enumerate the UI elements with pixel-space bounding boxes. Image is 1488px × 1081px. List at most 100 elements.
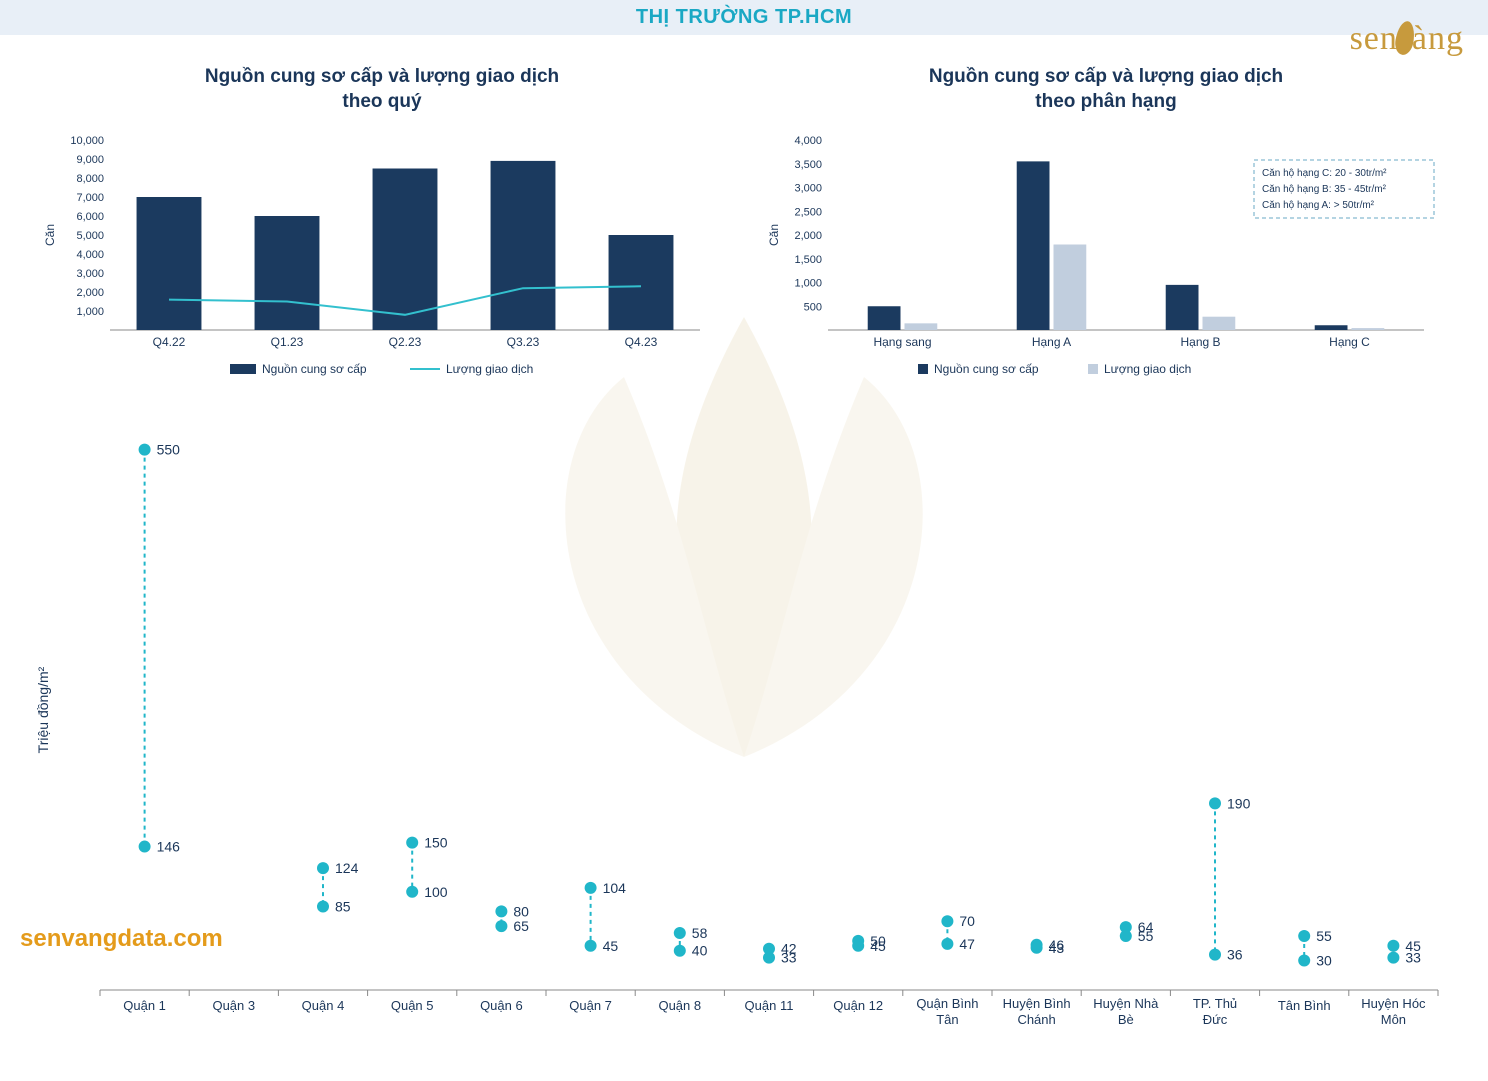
dot-high	[1298, 930, 1310, 942]
bar-primary	[1017, 162, 1050, 331]
value-high: 55	[1316, 928, 1332, 944]
page-header: THỊ TRƯỜNG TP.HCM	[0, 0, 1488, 35]
bar-primary	[868, 307, 901, 331]
svg-text:3,500: 3,500	[794, 159, 822, 171]
svg-text:2,000: 2,000	[76, 287, 104, 299]
svg-text:Quận 5: Quận 5	[391, 998, 434, 1013]
svg-text:Bè: Bè	[1118, 1012, 1134, 1027]
bar	[137, 197, 202, 330]
value-low: 146	[157, 839, 181, 855]
dot-high	[317, 863, 329, 875]
svg-text:Q4.22: Q4.22	[153, 335, 186, 349]
svg-text:Đức: Đức	[1203, 1012, 1228, 1027]
svg-text:10,000: 10,000	[70, 135, 104, 147]
bar	[609, 235, 674, 330]
value-high: 124	[335, 861, 359, 877]
svg-text:4,000: 4,000	[76, 249, 104, 261]
value-high: 70	[959, 914, 975, 930]
value-high: 58	[692, 925, 708, 941]
bar	[255, 216, 320, 330]
value-high: 550	[157, 442, 181, 458]
svg-text:Hạng B: Hạng B	[1180, 335, 1220, 349]
svg-text:Căn hộ hạng A: > 50tr/m²: Căn hộ hạng A: > 50tr/m²	[1262, 200, 1375, 211]
chart1-title: Nguồn cung sơ cấp và lượng giao dịchtheo…	[40, 65, 724, 114]
svg-text:Q4.23: Q4.23	[625, 335, 658, 349]
value-high: 80	[513, 904, 529, 920]
chart3-svg: Triệu đồng/m²Quận 1550146Quận 3Quận 4124…	[30, 410, 1458, 1050]
svg-text:Quận 1: Quận 1	[123, 998, 166, 1013]
value-low: 65	[513, 919, 529, 935]
bar-primary	[1315, 326, 1348, 331]
value-low: 85	[335, 899, 351, 915]
svg-text:Căn hộ hạng B: 35 - 45tr/m²: Căn hộ hạng B: 35 - 45tr/m²	[1262, 184, 1387, 195]
dot-low	[1209, 949, 1221, 961]
svg-text:Lượng giao dịch: Lượng giao dịch	[1104, 362, 1191, 376]
svg-text:Nguồn cung sơ cấp: Nguồn cung sơ cấp	[934, 362, 1039, 376]
svg-text:9,000: 9,000	[76, 154, 104, 166]
dot-low	[674, 945, 686, 957]
svg-text:Quận Bình: Quận Bình	[916, 996, 978, 1011]
chart2-title: Nguồn cung sơ cấp và lượng giao dịchtheo…	[764, 65, 1448, 114]
svg-text:Hạng A: Hạng A	[1032, 335, 1071, 349]
value-high: 104	[603, 880, 627, 896]
dot-low	[139, 841, 151, 853]
value-low: 33	[781, 950, 797, 966]
svg-text:Tân: Tân	[936, 1012, 958, 1027]
svg-text:Quận 12: Quận 12	[833, 998, 883, 1013]
dot-low	[852, 940, 864, 952]
svg-text:Huyện Bình: Huyện Bình	[1003, 996, 1071, 1011]
svg-text:Căn: Căn	[767, 224, 781, 246]
dot-low	[1120, 930, 1132, 942]
svg-text:5,000: 5,000	[76, 230, 104, 242]
svg-text:TP. Thủ: TP. Thủ	[1193, 996, 1237, 1011]
svg-text:Chánh: Chánh	[1017, 1012, 1055, 1027]
svg-text:Tân Bình: Tân Bình	[1278, 998, 1331, 1013]
dot-high	[585, 882, 597, 894]
value-low: 36	[1227, 947, 1243, 963]
svg-text:Quận 4: Quận 4	[302, 998, 345, 1013]
bar	[491, 161, 556, 330]
value-low: 45	[870, 938, 886, 954]
bar-secondary	[1054, 245, 1087, 331]
svg-text:Hạng C: Hạng C	[1329, 335, 1370, 349]
header-title: THỊ TRƯỜNG TP.HCM	[636, 6, 852, 28]
svg-text:Căn: Căn	[43, 224, 57, 246]
svg-text:Q1.23: Q1.23	[271, 335, 304, 349]
bar-secondary	[1203, 317, 1236, 330]
dot-low	[585, 940, 597, 952]
bar-secondary	[1352, 328, 1385, 330]
dot-low	[763, 952, 775, 964]
svg-text:Lượng giao dịch: Lượng giao dịch	[446, 362, 533, 376]
value-low: 45	[603, 938, 619, 954]
svg-text:3,000: 3,000	[794, 183, 822, 195]
leaf-icon	[1393, 20, 1417, 57]
dot-high	[139, 444, 151, 456]
svg-text:1,500: 1,500	[794, 254, 822, 266]
svg-text:7,000: 7,000	[76, 192, 104, 204]
chart-segment: Nguồn cung sơ cấp và lượng giao dịchtheo…	[764, 65, 1448, 390]
dot-high	[406, 837, 418, 849]
svg-text:Huyện Nhà: Huyện Nhà	[1093, 996, 1159, 1011]
svg-text:500: 500	[804, 302, 822, 314]
dot-high	[495, 906, 507, 918]
watermark-text: senvangdata.com	[20, 925, 223, 953]
svg-text:Q3.23: Q3.23	[507, 335, 540, 349]
svg-text:1,000: 1,000	[76, 306, 104, 318]
dot-low	[317, 901, 329, 913]
value-low: 43	[1049, 940, 1065, 956]
dot-low	[1298, 955, 1310, 967]
dot-high	[1387, 940, 1399, 952]
svg-text:Q2.23: Q2.23	[389, 335, 422, 349]
value-low: 30	[1316, 953, 1332, 969]
value-high: 150	[424, 835, 448, 851]
svg-text:Quận 7: Quận 7	[569, 998, 612, 1013]
svg-text:3,000: 3,000	[76, 268, 104, 280]
brand-logo: senàng	[1350, 20, 1464, 58]
bar-secondary	[905, 324, 938, 331]
svg-text:Môn: Môn	[1381, 1012, 1406, 1027]
value-low: 100	[424, 884, 448, 900]
dot-low	[941, 938, 953, 950]
dot-low	[495, 921, 507, 933]
value-low: 47	[959, 936, 975, 952]
svg-text:6,000: 6,000	[76, 211, 104, 223]
